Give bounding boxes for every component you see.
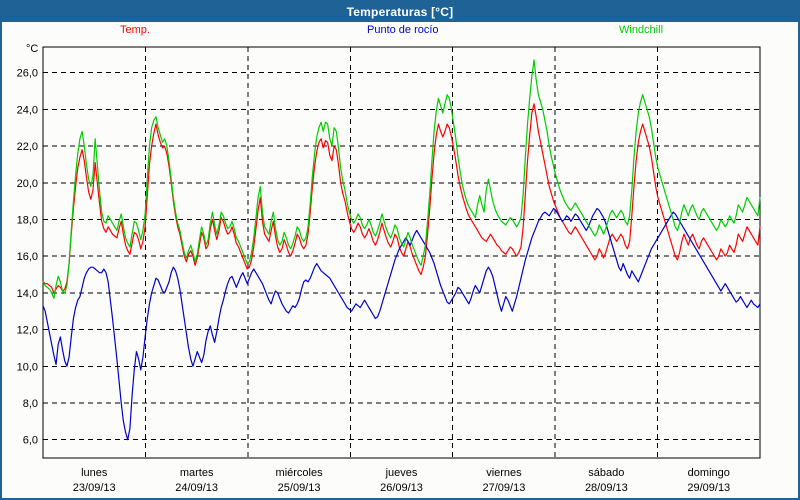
y-axis-tick-label: 14,0 xyxy=(17,288,38,300)
x-axis-day-label: viernes xyxy=(486,467,522,479)
plot-frame xyxy=(42,46,761,459)
x-axis-day-label: martes xyxy=(180,467,214,479)
legend-item-windchill: Windchill xyxy=(619,24,664,36)
x-axis-date-label: 29/09/13 xyxy=(687,482,730,494)
y-axis-tick-label: 26,0 xyxy=(17,68,38,80)
y-axis-tick-label: 22,0 xyxy=(17,141,38,153)
y-axis-tick-label: 6,0 xyxy=(23,435,38,447)
x-axis-day-label: domingo xyxy=(688,467,730,479)
y-axis-tick-label: 8,0 xyxy=(23,398,38,410)
y-axis-tick-label: 24,0 xyxy=(17,104,38,116)
x-axis-date-label: 24/09/13 xyxy=(175,482,218,494)
series-line-punto-de-roc-o xyxy=(42,207,761,441)
x-axis-day-label: jueves xyxy=(385,467,418,479)
y-axis-tick-label: 16,0 xyxy=(17,251,38,263)
series-line-windchill xyxy=(42,59,761,299)
y-axis-unit-label: °C xyxy=(26,43,39,55)
window-title-bar: Temperaturas [°C] xyxy=(2,2,798,22)
x-axis-day-label: lunes xyxy=(81,467,108,479)
y-axis-tick-label: 18,0 xyxy=(17,214,38,226)
window-title: Temperaturas [°C] xyxy=(346,5,454,19)
x-axis-date-label: 23/09/13 xyxy=(73,482,116,494)
x-axis-date-label: 26/09/13 xyxy=(380,482,423,494)
y-axis-tick-label: 12,0 xyxy=(17,325,38,337)
y-axis-tick-label: 10,0 xyxy=(17,361,38,373)
y-axis-tick-label: 20,0 xyxy=(17,178,38,190)
chart-legend: Temp. Punto de rocío Windchill xyxy=(2,24,798,42)
legend-item-temp: Temp. xyxy=(120,24,150,36)
series-line-temp xyxy=(42,103,761,294)
x-axis-day-label: sábado xyxy=(588,467,624,479)
x-axis-day-label: miércoles xyxy=(276,467,324,479)
x-axis-date-label: 27/09/13 xyxy=(483,482,526,494)
x-axis-date-label: 28/09/13 xyxy=(585,482,628,494)
x-axis-date-label: 25/09/13 xyxy=(278,482,321,494)
legend-item-dewpoint: Punto de rocío xyxy=(367,24,439,36)
